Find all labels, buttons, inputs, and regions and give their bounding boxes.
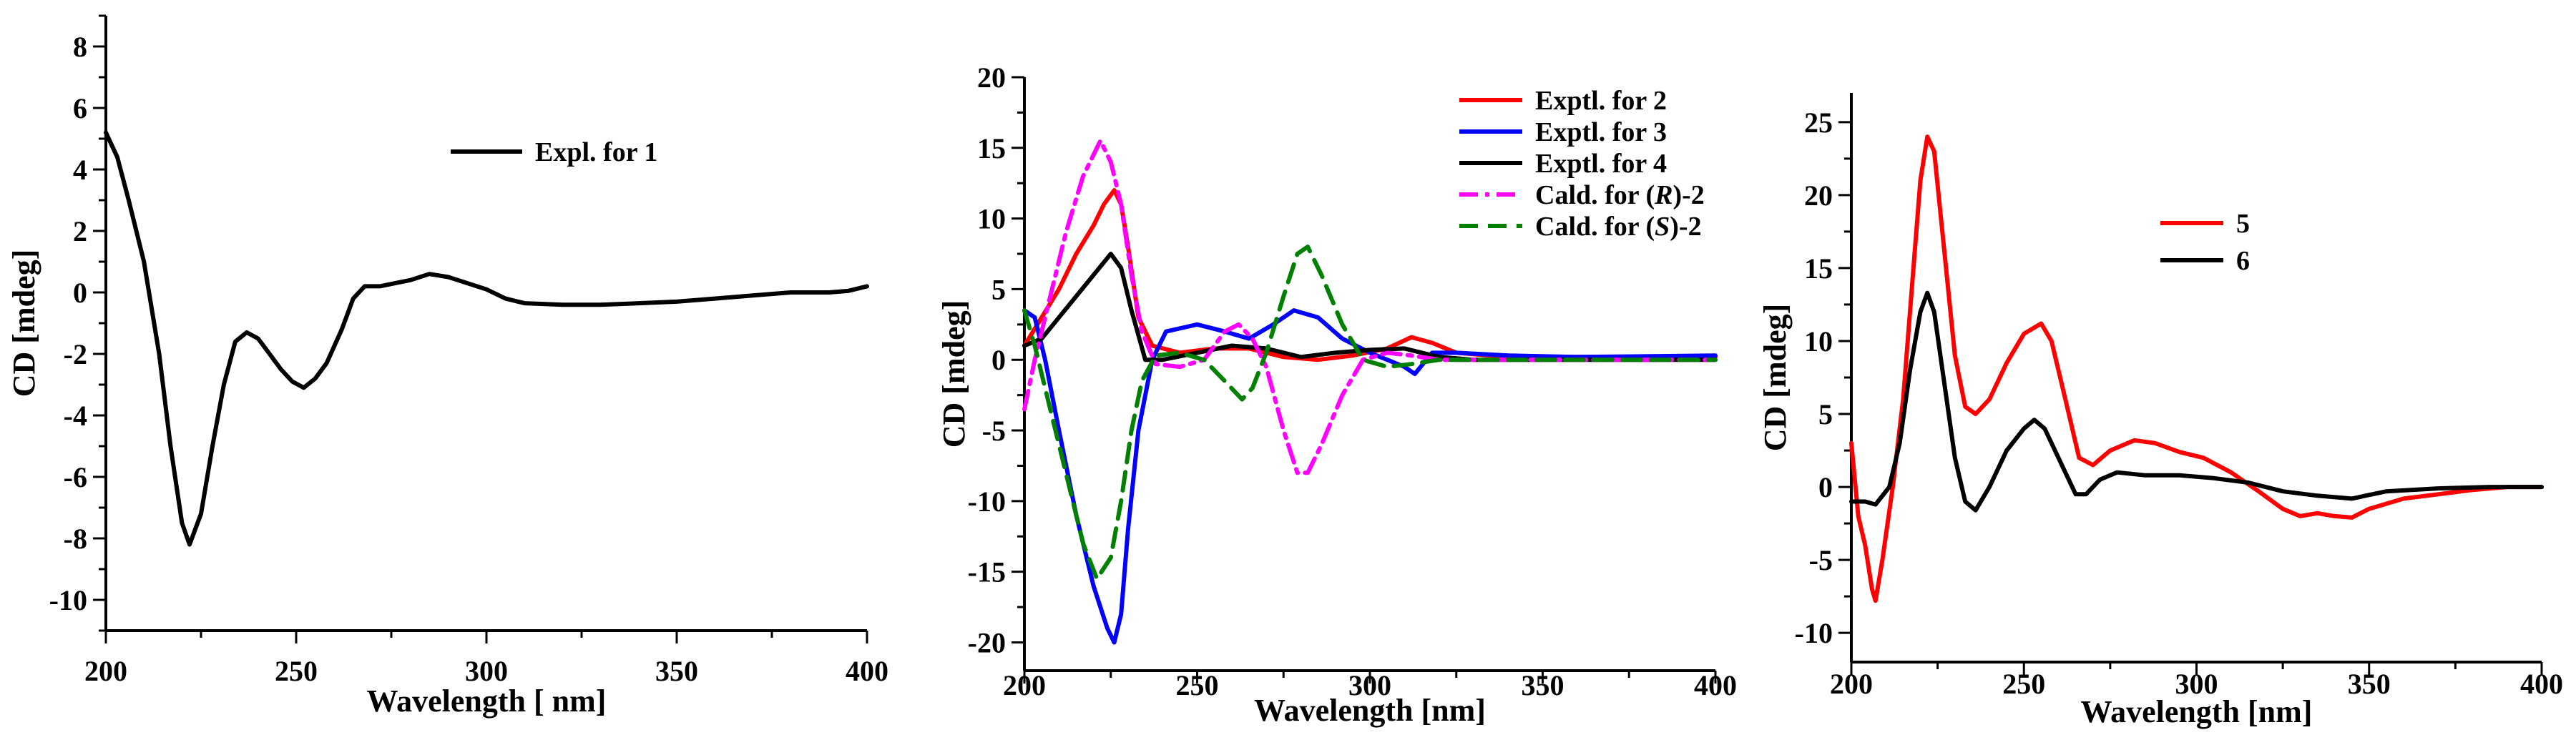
legend-label-2-1: Exptl. for 2 (1535, 86, 1667, 116)
legend-label-part: Cald. for ( (1535, 180, 1655, 210)
legend-label-2-3: Exptl. for 4 (1535, 149, 1667, 179)
legend-label-part: Exptl. for 4 (1535, 149, 1667, 179)
x-tick-label: 250 (1176, 669, 1219, 701)
x-tick-label: 250 (275, 655, 318, 687)
y-tick-label: -10 (968, 485, 1006, 518)
legend-label-3-2: 6 (2236, 246, 2250, 276)
legend-label-2-5: Cald. for (S)-2 (1535, 212, 1702, 242)
y-tick-label: 0 (1818, 471, 1833, 503)
y-tick-label: 15 (1804, 252, 1833, 285)
y-tick-label: 10 (1804, 325, 1833, 357)
y-tick-label: 10 (977, 203, 1006, 235)
legend-label-part: Cald. for ( (1535, 212, 1655, 242)
x-tick-label: 350 (1522, 669, 1564, 701)
x-tick-label: 400 (1694, 669, 1737, 701)
x-tick-label: 200 (1830, 668, 1873, 700)
legend-label-3-1: 5 (2236, 209, 2250, 239)
chart-3-compounds-5-6: 200 250 300 350 400 -10 -5 0 5 10 15 20 25 Wavelength… (1758, 93, 2563, 729)
y-tick-label: 20 (1804, 179, 1833, 212)
x-tick-label: 350 (2348, 668, 2391, 700)
y-tick-label: -4 (64, 400, 87, 432)
x-tick-label: 300 (465, 655, 508, 687)
y-axis-title: CD [mdeg] (6, 250, 41, 398)
y-tick-label: -5 (982, 415, 1006, 447)
x-tick-label: 300 (1348, 669, 1391, 701)
legend-label-part: )-2 (1670, 212, 1701, 242)
y-tick-label: -15 (968, 556, 1006, 588)
x-tick-label: 400 (846, 655, 888, 687)
x-tick-label: 350 (655, 655, 698, 687)
y-tick-label: 20 (977, 61, 1006, 94)
y-tick-label: -5 (1809, 544, 1833, 576)
y-axis-title: CD [mdeg] (936, 300, 971, 448)
y-tick-label: 25 (1804, 107, 1833, 139)
series-line-2-5 (1022, 245, 1718, 581)
legend-label-part: )-2 (1673, 180, 1704, 210)
series-line-2-3 (1022, 252, 1718, 362)
series-line-1-1 (104, 130, 869, 547)
y-axis-title: CD [mdeg] (1758, 304, 1793, 452)
y-tick-label: -10 (49, 584, 87, 616)
legend-label-part: S (1655, 212, 1670, 242)
legend-label-1-1: Expl. for 1 (535, 137, 657, 167)
y-tick-label: 6 (73, 92, 87, 124)
y-tick-label: 4 (73, 154, 87, 186)
y-tick-label: 5 (991, 273, 1006, 305)
legend-label-part: 5 (2236, 209, 2250, 239)
y-tick-label: 5 (1818, 398, 1833, 430)
x-axis-title: Wavelength [ nm] (367, 684, 607, 719)
x-tick-label: 250 (2002, 668, 2045, 700)
y-tick-label: -6 (64, 461, 87, 493)
legend-label-2-4: Cald. for (R)-2 (1535, 180, 1705, 210)
x-tick-label: 200 (1003, 669, 1046, 701)
legend-label-part: Exptl. for 3 (1535, 117, 1667, 147)
x-axis-title: Wavelength [nm] (2081, 694, 2313, 729)
series-line-2-4 (1022, 138, 1718, 475)
series-line-3-1 (1849, 134, 2544, 603)
legend-label-part: 6 (2236, 246, 2250, 276)
legend-label-part: Expl. for 1 (535, 137, 657, 167)
legend-label-part: Exptl. for 2 (1535, 86, 1667, 116)
legend-label-2-2: Exptl. for 3 (1535, 117, 1667, 147)
x-tick-label: 400 (2520, 668, 2563, 700)
legend-label-part: R (1654, 180, 1673, 210)
x-tick-label: 200 (84, 655, 127, 687)
series-line-3-2 (1849, 290, 2544, 513)
y-tick-label: 0 (991, 344, 1006, 376)
chart-1-expl-1: 200 250 300 350 400 -10 -8 -6 -4 -2 0 2 4 6 8 Wavelengt… (6, 14, 888, 719)
x-axis-title: Wavelength [nm] (1254, 693, 1486, 728)
x-tick-label: 300 (2175, 668, 2218, 700)
chart-2-exptl-cald-2-4: 200 250 300 350 400 -20 -15 -10 -5 0 5 10 15 20 Wavele… (936, 61, 1737, 728)
y-tick-label: -10 (1795, 617, 1833, 649)
y-tick-label: 0 (73, 277, 87, 309)
y-tick-label: -2 (64, 338, 87, 370)
y-tick-label: -8 (64, 523, 87, 555)
y-tick-label: -20 (968, 626, 1006, 658)
y-tick-label: 15 (977, 132, 1006, 164)
y-tick-label: 8 (73, 31, 87, 63)
y-tick-label: 2 (73, 215, 87, 247)
